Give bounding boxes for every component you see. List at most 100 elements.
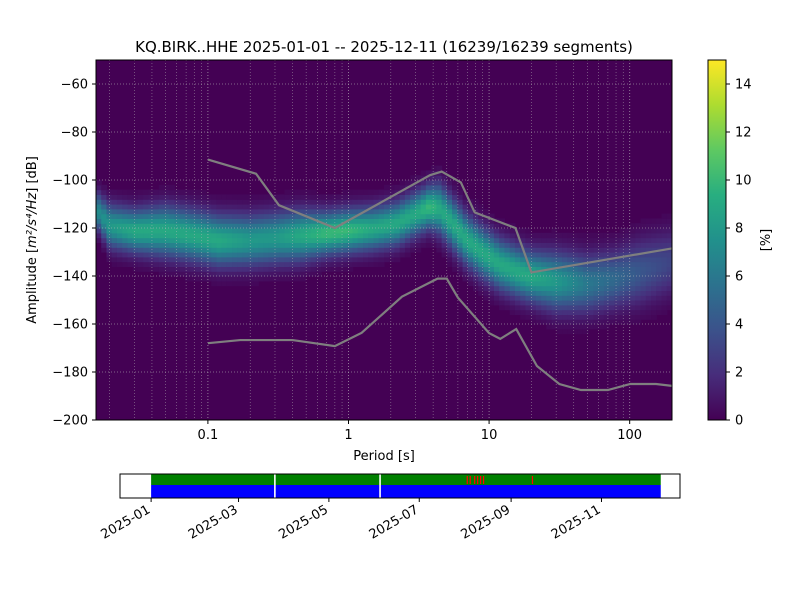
timeline-flagged-mark <box>466 476 468 484</box>
heatmap-cell <box>562 280 568 287</box>
heatmap-cell <box>96 223 102 229</box>
heatmap-cell <box>410 213 417 219</box>
heatmap-cell <box>216 232 223 239</box>
heatmap-cell <box>237 237 244 243</box>
heatmap-cell <box>457 213 464 219</box>
heatmap-cell <box>630 314 636 320</box>
heatmap-cell <box>232 232 238 239</box>
heatmap-cell <box>158 247 165 253</box>
heatmap-cell <box>205 223 212 229</box>
heatmap-cell <box>143 208 149 215</box>
heatmap-cell <box>603 261 610 267</box>
heatmap-cell <box>614 276 621 282</box>
heatmap-cell <box>148 223 155 229</box>
heatmap-cell <box>164 184 170 191</box>
heatmap-cell <box>425 175 432 181</box>
heatmap-cell <box>274 256 280 263</box>
heatmap-cell <box>556 295 563 301</box>
heatmap-cell <box>645 314 652 320</box>
heatmap-cell <box>342 256 348 263</box>
heatmap-cell <box>205 208 212 215</box>
heatmap-cell <box>493 232 500 239</box>
heatmap-cell <box>378 208 385 215</box>
heatmap-cell <box>389 232 396 239</box>
heatmap-cell <box>321 194 327 200</box>
heatmap-cell <box>478 232 485 239</box>
heatmap-cell <box>221 256 228 263</box>
heatmap-cell <box>258 256 265 263</box>
heatmap-cell <box>462 252 469 258</box>
heatmap-cell <box>530 232 537 239</box>
heatmap-cell <box>452 232 458 239</box>
heatmap-cell <box>593 266 600 272</box>
y-tick-label: −80 <box>61 126 88 141</box>
heatmap-cell <box>399 199 406 205</box>
heatmap-cell <box>153 208 160 215</box>
heatmap-cell <box>630 256 636 263</box>
timeline-ticks: 2025-01 2025-03 2025-05 2025-07 2025-09 2025-… <box>99 498 603 543</box>
heatmap-cell <box>373 232 380 239</box>
heatmap-cell <box>588 285 595 291</box>
heatmap-cell <box>577 314 584 320</box>
heatmap-cell <box>567 290 574 296</box>
heatmap-cell <box>153 194 160 200</box>
heatmap-cell <box>153 266 160 272</box>
heatmap-cell <box>195 276 202 282</box>
heatmap-cell <box>352 189 359 195</box>
heatmap-cell <box>598 261 605 267</box>
heatmap-cell <box>582 319 589 325</box>
heatmap-cell <box>425 194 432 200</box>
heatmap-cell <box>577 328 584 335</box>
heatmap-cell <box>541 266 547 272</box>
heatmap-cell <box>132 228 139 234</box>
heatmap-cell <box>216 223 223 229</box>
heatmap-cell <box>520 237 526 243</box>
heatmap-cell <box>347 247 354 253</box>
heatmap-cell <box>635 276 642 282</box>
heatmap-cell <box>164 242 170 248</box>
heatmap-cell <box>127 204 134 210</box>
heatmap-cell <box>562 309 568 315</box>
heatmap-cell <box>389 189 396 195</box>
heatmap-cell <box>394 232 401 239</box>
heatmap-cell <box>446 175 453 181</box>
heatmap-cell <box>331 223 338 229</box>
x-axis-label: Period [s] <box>353 449 415 464</box>
heatmap-cell <box>331 247 338 253</box>
heatmap-cell <box>609 285 615 291</box>
heatmap-cell <box>242 218 249 224</box>
heatmap-cell <box>535 232 542 239</box>
heatmap-cell <box>111 228 118 234</box>
heatmap-cell <box>499 223 506 229</box>
heatmap-cell <box>420 180 427 186</box>
heatmap-cell <box>373 223 380 229</box>
heatmap-cell <box>179 232 186 239</box>
heatmap-cell <box>572 280 579 287</box>
heatmap-cell <box>499 218 506 224</box>
heatmap-cell <box>331 232 338 239</box>
heatmap-cell <box>624 304 631 311</box>
heatmap-cell <box>431 204 437 210</box>
heatmap-cell <box>347 232 354 239</box>
heatmap-cell <box>603 300 610 306</box>
heatmap-cell <box>127 189 134 195</box>
heatmap-cell <box>305 194 312 200</box>
heatmap-cell <box>446 232 453 239</box>
heatmap-cell <box>582 242 589 248</box>
heatmap-cell <box>525 252 532 258</box>
heatmap-cell <box>96 218 102 224</box>
heatmap-cell <box>431 189 437 195</box>
heatmap-cell <box>148 256 155 263</box>
heatmap-cell <box>431 175 437 181</box>
heatmap-cell <box>300 276 307 282</box>
heatmap-cell <box>609 300 615 306</box>
heatmap-cell <box>174 228 181 234</box>
heatmap-cell <box>310 237 317 243</box>
heatmap-cell <box>493 300 500 306</box>
heatmap-cell <box>153 223 160 229</box>
heatmap-cell <box>514 228 521 234</box>
heatmap-cell <box>237 232 244 239</box>
heatmap-cell <box>300 232 307 239</box>
heatmap-cell <box>645 304 652 311</box>
heatmap-cell <box>101 242 108 248</box>
